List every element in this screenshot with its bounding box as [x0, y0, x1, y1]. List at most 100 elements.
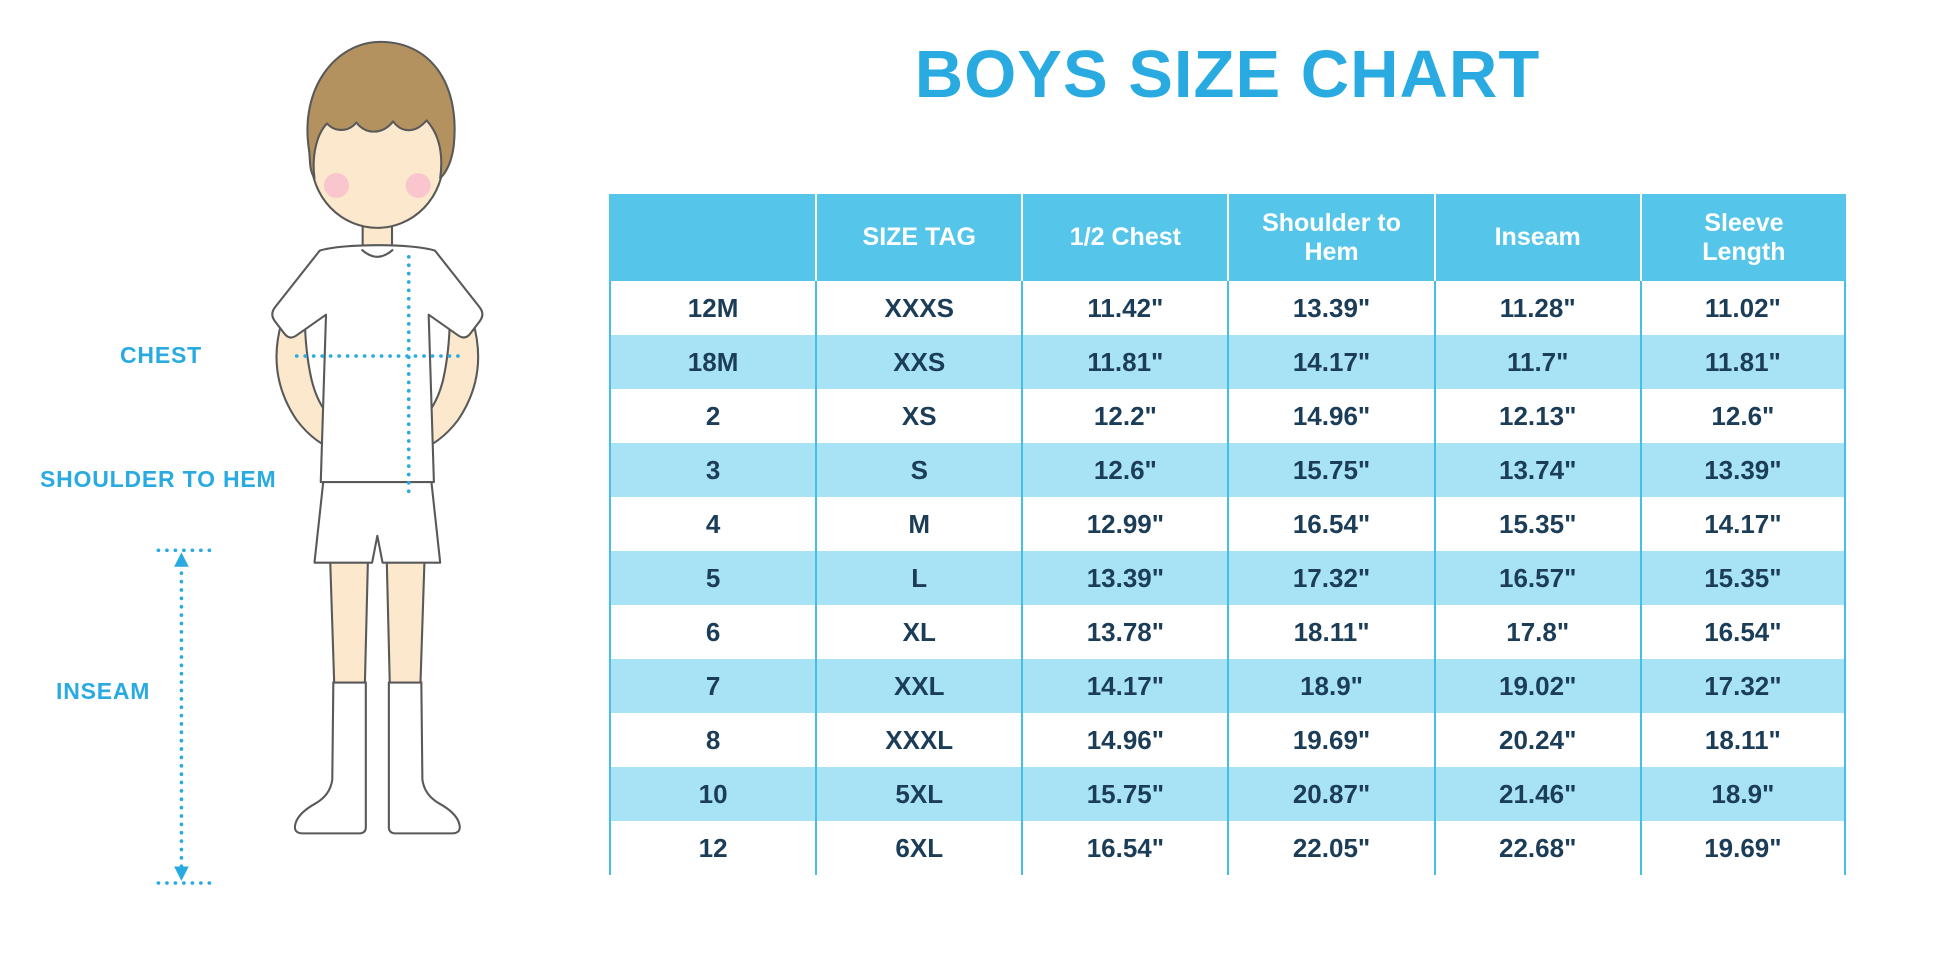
column-header: SIZE TAG	[815, 194, 1022, 281]
table-cell: 16.54"	[1639, 605, 1846, 659]
table-cell: 14.96"	[1021, 713, 1228, 767]
table-cell: 15.35"	[1639, 551, 1846, 605]
table-cell: 14.17"	[1227, 335, 1434, 389]
table-cell: 22.68"	[1433, 821, 1640, 875]
inseam-label: INSEAM	[56, 678, 151, 704]
table-cell: 13.78"	[1021, 605, 1228, 659]
table-cell: 19.02"	[1433, 659, 1640, 713]
table-cell: 3	[609, 443, 816, 497]
table-cell: 11.28"	[1433, 281, 1640, 335]
table-cell: 12.13"	[1433, 389, 1640, 443]
table-cell: 11.42"	[1021, 281, 1228, 335]
table-cell: L	[815, 551, 1022, 605]
table-cell: 18M	[609, 335, 816, 389]
table-cell: 16.57"	[1433, 551, 1640, 605]
table-cell: 17.32"	[1227, 551, 1434, 605]
table-cell: 13.39"	[1639, 443, 1846, 497]
collar-line	[360, 248, 394, 258]
table-cell: 13.39"	[1021, 551, 1228, 605]
right-sock	[387, 681, 461, 835]
size-table-body: 12M XXXS 11.42" 13.39" 11.28" 11.02" 18M XXS 11.…	[609, 281, 1846, 875]
table-cell: 15.35"	[1433, 497, 1640, 551]
column-header	[609, 194, 816, 281]
table-cell: 17.32"	[1639, 659, 1846, 713]
table-row: 6 XL 13.78" 18.11" 17.8" 16.54"	[609, 605, 1846, 659]
table-cell: M	[815, 497, 1022, 551]
table-cell: 5	[609, 551, 816, 605]
shorts	[313, 474, 442, 564]
table-row: 8 XXXL 14.96" 19.69" 20.24" 18.11"	[609, 713, 1846, 767]
size-table: SIZE TAG 1/2 Chest Shoulder to Hem Inseam Sl…	[609, 194, 1846, 875]
table-row: 7 XXL 14.17" 18.9" 19.02" 17.32"	[609, 659, 1846, 713]
table-row: 12 6XL 16.54" 22.05" 22.68" 19.69"	[609, 821, 1846, 875]
table-cell: 17.8"	[1433, 605, 1640, 659]
table-cell: XXXL	[815, 713, 1022, 767]
table-cell: 16.54"	[1021, 821, 1228, 875]
table-cell: 15.75"	[1021, 767, 1228, 821]
size-table-header-row: SIZE TAG 1/2 Chest Shoulder to Hem Inseam Sl…	[609, 194, 1846, 281]
table-cell: 12.2"	[1021, 389, 1228, 443]
table-cell: 6	[609, 605, 816, 659]
table-cell: 15.75"	[1227, 443, 1434, 497]
table-cell: 18.9"	[1227, 659, 1434, 713]
table-cell: 11.81"	[1021, 335, 1228, 389]
table-cell: 8	[609, 713, 816, 767]
t-shirt	[271, 244, 484, 484]
table-cell: XS	[815, 389, 1022, 443]
table-cell: 13.74"	[1433, 443, 1640, 497]
table-cell: 14.17"	[1639, 497, 1846, 551]
table-cell: 21.46"	[1433, 767, 1640, 821]
column-header: 1/2 Chest	[1021, 194, 1228, 281]
table-cell: 12	[609, 821, 816, 875]
table-cell: 12.99"	[1021, 497, 1228, 551]
table-row: 5 L 13.39" 17.32" 16.57" 15.35"	[609, 551, 1846, 605]
size-table-head: SIZE TAG 1/2 Chest Shoulder to Hem Inseam Sl…	[609, 194, 1846, 281]
left-leg	[329, 559, 369, 690]
left-sock	[293, 681, 367, 835]
table-cell: 19.69"	[1227, 713, 1434, 767]
table-cell: S	[815, 443, 1022, 497]
table-cell: 19.69"	[1639, 821, 1846, 875]
table-cell: 12.6"	[1021, 443, 1228, 497]
table-cell: 14.96"	[1227, 389, 1434, 443]
table-row: 3 S 12.6" 15.75" 13.74" 13.39"	[609, 443, 1846, 497]
table-cell: 18.11"	[1227, 605, 1434, 659]
table-cell: 5XL	[815, 767, 1022, 821]
table-cell: 14.17"	[1021, 659, 1228, 713]
table-row: 10 5XL 15.75" 20.87" 21.46" 18.9"	[609, 767, 1846, 821]
right-leg	[385, 559, 426, 690]
table-cell: 10	[609, 767, 816, 821]
boy-figure-illustration	[156, 40, 484, 885]
table-cell: 22.05"	[1227, 821, 1434, 875]
table-cell: 6XL	[815, 821, 1022, 875]
table-cell: 11.81"	[1639, 335, 1846, 389]
column-header: Shoulder to Hem	[1227, 194, 1434, 281]
table-cell: 11.7"	[1433, 335, 1640, 389]
table-cell: 12.6"	[1639, 389, 1846, 443]
column-header: Sleeve Length	[1639, 194, 1846, 281]
table-cell: 13.39"	[1227, 281, 1434, 335]
table-cell: 7	[609, 659, 816, 713]
table-row: 2 XS 12.2" 14.96" 12.13" 12.6"	[609, 389, 1846, 443]
table-cell: 18.9"	[1639, 767, 1846, 821]
table-cell: XXS	[815, 335, 1022, 389]
table-cell: XXL	[815, 659, 1022, 713]
table-cell: XL	[815, 605, 1022, 659]
table-cell: 20.24"	[1433, 713, 1640, 767]
table-row: 4 M 12.99" 16.54" 15.35" 14.17"	[609, 497, 1846, 551]
left-blush	[323, 173, 350, 198]
table-row: 18M XXS 11.81" 14.17" 11.7" 11.81"	[609, 335, 1846, 389]
table-cell: 18.11"	[1639, 713, 1846, 767]
inseam-arrow-down	[174, 866, 189, 881]
column-header: Inseam	[1433, 194, 1640, 281]
table-cell: 12M	[609, 281, 816, 335]
table-cell: 11.02"	[1639, 281, 1846, 335]
table-row: 12M XXXS 11.42" 13.39" 11.28" 11.02"	[609, 281, 1846, 335]
hair	[306, 40, 456, 180]
table-cell: 4	[609, 497, 816, 551]
chest-label: CHEST	[120, 342, 202, 368]
shoulder-to-hem-label: SHOULDER TO HEM	[40, 466, 277, 492]
page-title: BOYS SIZE CHART	[914, 37, 1541, 112]
table-cell: 16.54"	[1227, 497, 1434, 551]
